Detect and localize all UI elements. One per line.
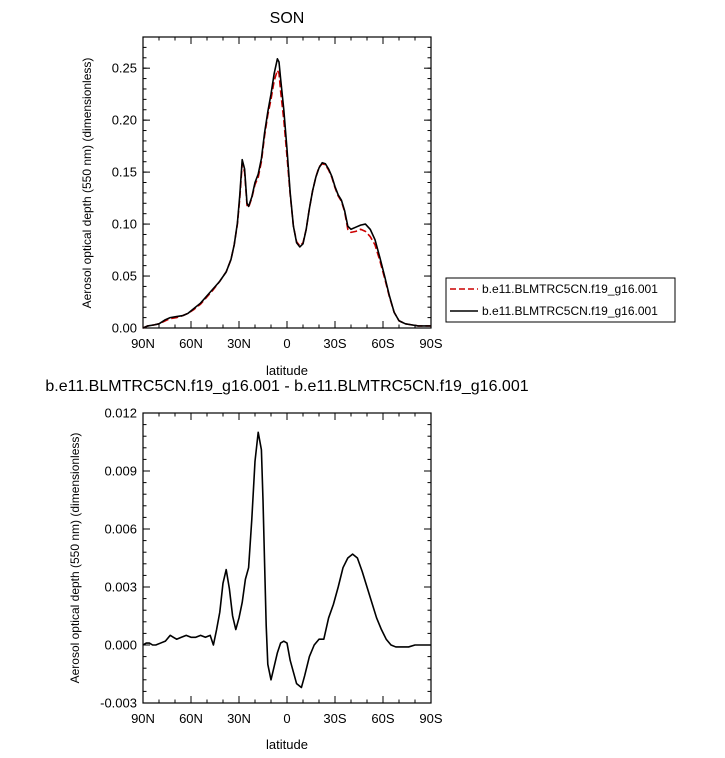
top-y-tick-label: 0.25 xyxy=(112,61,137,76)
bottom-x-tick-label: 30N xyxy=(227,711,251,726)
top-x-tick-label: 30S xyxy=(323,336,346,351)
bottom-y-tick-label: 0.012 xyxy=(104,406,137,421)
top-y-tick-label: 0.20 xyxy=(112,113,137,128)
top-y-tick-label: 0.05 xyxy=(112,269,137,284)
top-x-tick-label: 90N xyxy=(131,336,155,351)
bottom-x-tick-label: 90N xyxy=(131,711,155,726)
top-x-tick-label: 60S xyxy=(371,336,394,351)
bottom-plot-frame xyxy=(142,412,432,704)
top-y-tick-label: 0.00 xyxy=(112,321,137,336)
bottom-y-axis-label: Aerosol optical depth (550 nm) (dimensio… xyxy=(68,433,82,684)
top-y-tick-label: 0.15 xyxy=(112,165,137,180)
bottom-y-tick-label: 0.006 xyxy=(104,522,137,537)
bottom-x-tick-label: 30S xyxy=(323,711,346,726)
top-y-axis-label: Aerosol optical depth (550 nm) (dimensio… xyxy=(80,58,94,309)
bottom-y-tick-label: 0.000 xyxy=(104,638,137,653)
top-plot-frame xyxy=(142,36,432,329)
bottom-x-axis-label: latitude xyxy=(266,737,308,752)
top-x-tick-label: 60N xyxy=(179,336,203,351)
top-chart-title: SON xyxy=(270,10,305,27)
bottom-x-tick-label: 0 xyxy=(283,711,290,726)
bottom-x-tick-label: 90S xyxy=(419,711,442,726)
bottom-y-tick-label: 0.003 xyxy=(104,580,137,595)
legend-entry-1: b.e11.BLMTRC5CN.f19_g16.001 xyxy=(482,282,658,296)
top-y-tick-label: 0.10 xyxy=(112,217,137,232)
bottom-chart: b.e11.BLMTRC5CN.f19_g16.001 - b.e11.BLMT… xyxy=(45,378,528,752)
bottom-x-tick-label: 60S xyxy=(371,711,394,726)
bottom-series-line-1 xyxy=(142,431,431,689)
top-chart: SON 90N 60N 30N 0 30S 60S 90S 0.00 0.05 0.10 0.15 0… xyxy=(80,10,443,378)
bottom-plot-area: 90N 60N 30N 0 30S 60S 90S -0.003 0.000 0.003 0.006… xyxy=(100,406,443,727)
bottom-y-tick-label: 0.009 xyxy=(104,464,137,479)
top-plot-area: 90N 60N 30N 0 30S 60S 90S 0.00 0.05 0.10 0.15 0.20 0… xyxy=(112,36,443,351)
legend-box xyxy=(445,277,676,323)
top-x-tick-label: 30N xyxy=(227,336,251,351)
bottom-chart-title: b.e11.BLMTRC5CN.f19_g16.001 - b.e11.BLMT… xyxy=(45,378,528,395)
bottom-y-tick-label: -0.003 xyxy=(100,696,137,711)
legend-entry-2: b.e11.BLMTRC5CN.f19_g16.001 xyxy=(482,304,658,318)
bottom-x-tick-label: 60N xyxy=(179,711,203,726)
top-x-tick-label: 90S xyxy=(419,336,442,351)
top-series-line-2 xyxy=(142,58,431,329)
legend: b.e11.BLMTRC5CN.f19_g16.001 b.e11.BLMTRC… xyxy=(445,277,676,323)
top-x-axis-label: latitude xyxy=(266,363,308,378)
top-x-tick-label: 0 xyxy=(283,336,290,351)
